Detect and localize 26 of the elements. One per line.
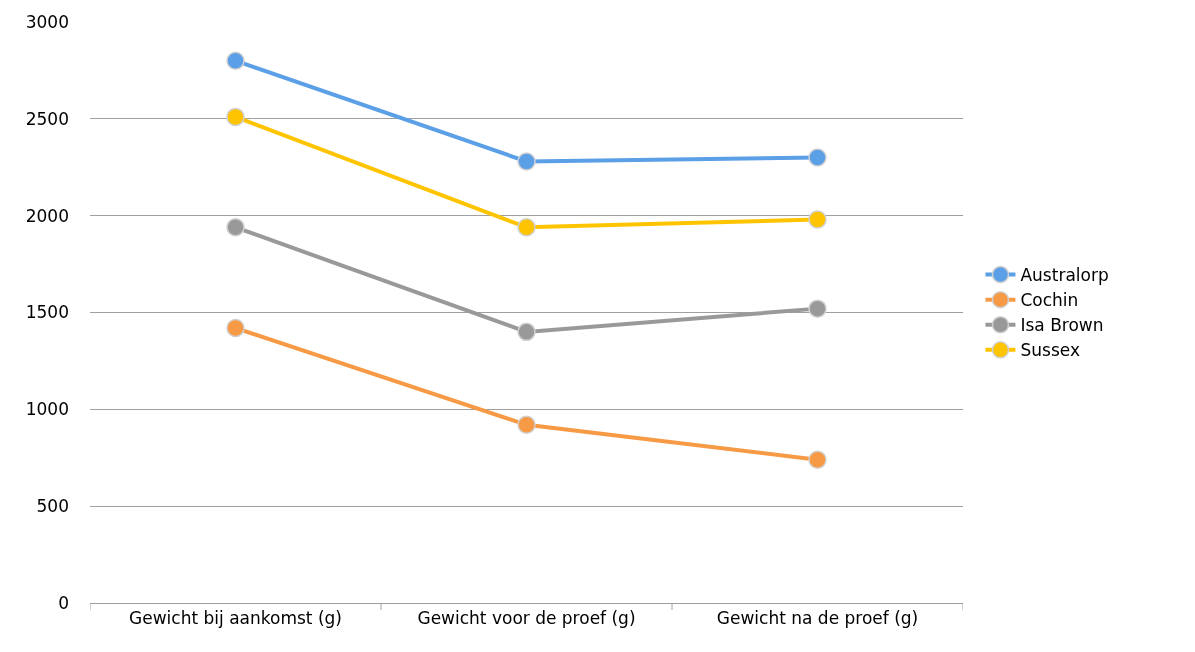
point <box>808 450 827 469</box>
point <box>517 415 536 435</box>
point <box>517 218 536 237</box>
y-tick-label: 500 <box>36 496 69 517</box>
y-tick-label: 3000 <box>25 11 69 32</box>
y-tick-label: 2500 <box>25 108 69 129</box>
point <box>517 322 536 342</box>
legend-label: Isa Brown <box>1020 315 1104 336</box>
point <box>808 148 827 167</box>
point <box>226 51 245 70</box>
x-tick-label: Gewicht bij aankomst (g) <box>129 608 342 629</box>
y-tick-label: 1000 <box>25 399 69 420</box>
legend-label: Sussex <box>1020 340 1080 361</box>
y-tick-label: 2000 <box>25 205 69 226</box>
y-tick-label: 1500 <box>25 302 69 323</box>
x-tick-label: Gewicht na de proef (g) <box>716 608 919 629</box>
point <box>226 218 245 237</box>
point <box>517 152 536 171</box>
legend-label: Cochin <box>1020 290 1079 311</box>
x-tick-label: Gewicht voor de proef (g) <box>417 608 636 629</box>
point <box>226 107 245 127</box>
point <box>226 318 245 338</box>
point <box>808 299 827 318</box>
y-tick-label: 0 <box>58 592 69 613</box>
legend-label: Australorp <box>1020 265 1109 286</box>
point <box>808 210 827 229</box>
